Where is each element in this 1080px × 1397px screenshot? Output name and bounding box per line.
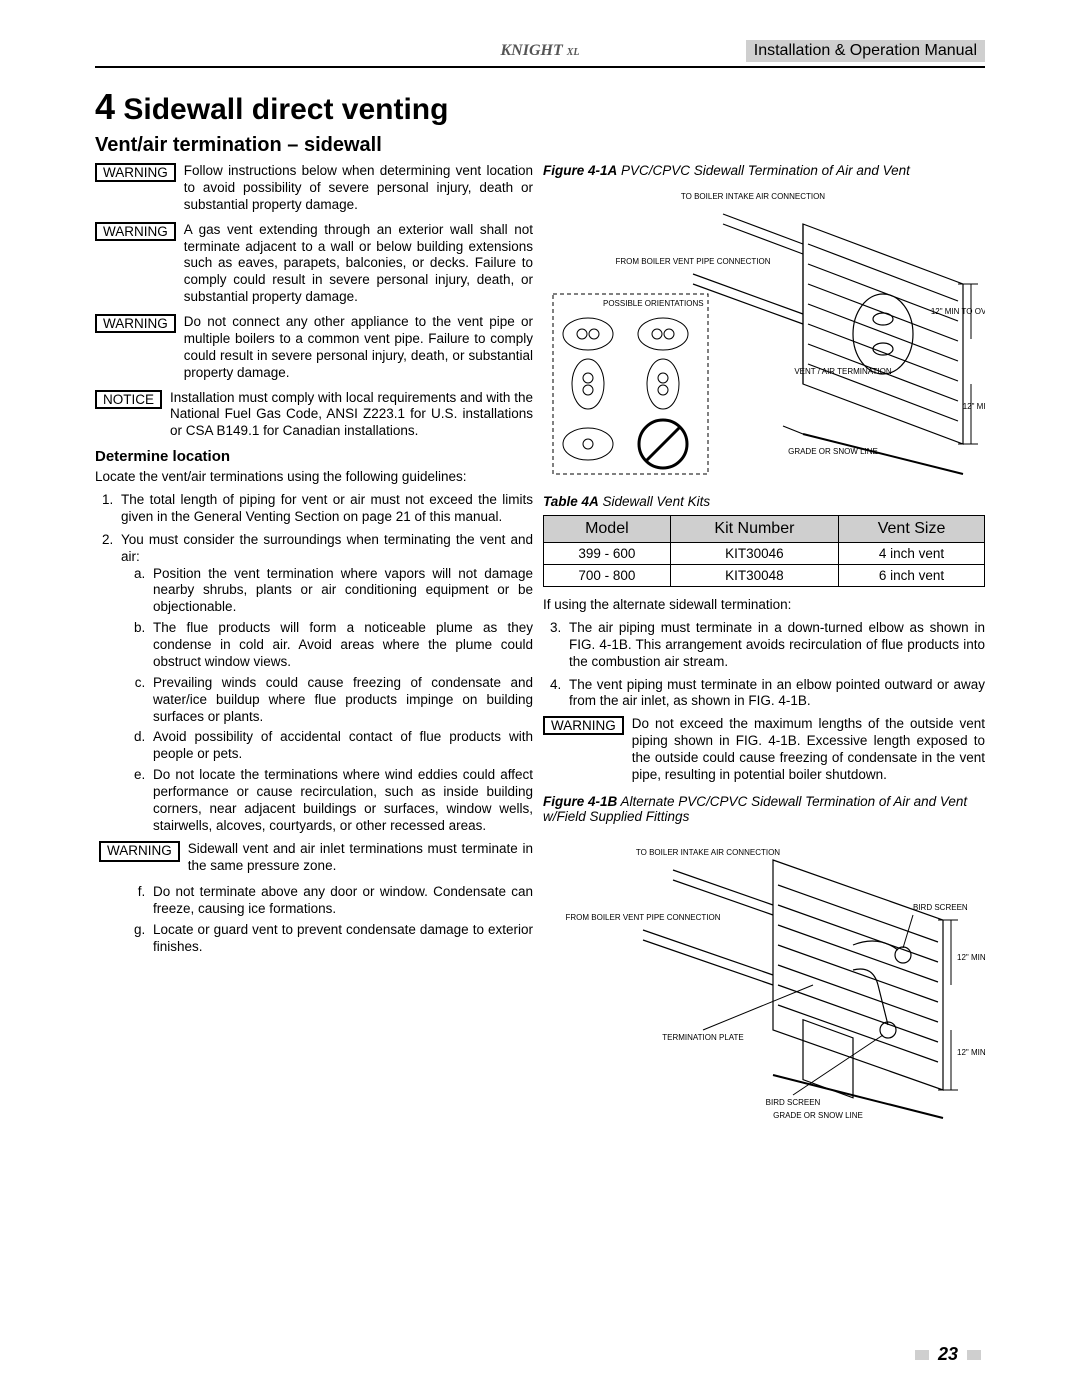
header-bar: KNIGHT XL Installation & Operation Manua… (95, 40, 985, 68)
list-item: Do not terminate above any door or windo… (149, 884, 533, 918)
page-number: 23 (911, 1344, 985, 1365)
sidewall-vent-kits-table: Model Kit Number Vent Size 399 - 600 KIT… (543, 515, 985, 587)
td-model: 399 - 600 (544, 543, 671, 565)
lbl-12min-over: 12" MIN TO OVER-HANG (931, 307, 985, 316)
page-bar-icon (967, 1350, 981, 1360)
lbl-12min: 12" MIN (963, 402, 985, 411)
warning-label: WARNING (543, 716, 624, 735)
manual-title: Installation & Operation Manual (746, 40, 985, 62)
list-item: The air piping must terminate in a down-… (565, 620, 985, 671)
figure-4-1a-caption: Figure 4-1A PVC/CPVC Sidewall Terminatio… (543, 163, 985, 178)
lbl-term-plate: TERMINATION PLATE (662, 1033, 744, 1042)
logo-main: KNIGHT (500, 42, 562, 59)
lbl-grade: GRADE OR SNOW LINE (788, 447, 878, 456)
td-size: 6 inch vent (839, 565, 985, 587)
th-kit: Kit Number (670, 516, 838, 543)
warning-1-text: Follow instructions below when determini… (184, 163, 533, 214)
lbl-12min-b: 12" MIN (957, 1048, 985, 1057)
lbl-from-boiler: FROM BOILER VENT PIPE CONNECTION (616, 257, 771, 266)
list-item: The total length of piping for vent or a… (117, 492, 533, 526)
determine-location-title: Determine location (95, 448, 533, 465)
warning-label: WARNING (95, 314, 176, 333)
table-row: 399 - 600 KIT30046 4 inch vent (544, 543, 985, 565)
th-size: Vent Size (839, 516, 985, 543)
td-model: 700 - 800 (544, 565, 671, 587)
page-bar-icon (915, 1350, 929, 1360)
list-item: Prevailing winds could cause freezing of… (149, 675, 533, 726)
list-item: Locate or guard vent to prevent condensa… (149, 922, 533, 956)
table-row: 700 - 800 KIT30048 6 inch vent (544, 565, 985, 587)
inner-list: Position the vent termination where vapo… (121, 566, 533, 835)
lbl-bird-screen-top: BIRD SCREEN (913, 903, 968, 912)
li2-text: You must consider the surroundings when … (121, 532, 533, 564)
figure-4-1a-diagram: TO BOILER INTAKE AIR CONNECTION FROM BOI… (543, 184, 985, 484)
lbl-to-boiler: TO BOILER INTAKE AIR CONNECTION (681, 192, 825, 201)
lbl-vent-term: VENT / AIR TERMINATION (794, 367, 892, 376)
warning-label: WARNING (99, 841, 180, 862)
alt-list: The air piping must terminate in a down-… (543, 620, 985, 710)
list-item: Do not locate the terminations where win… (149, 767, 533, 835)
brand-logo: KNIGHT XL (500, 42, 579, 60)
notice-1-text: Installation must comply with local requ… (170, 390, 533, 441)
warning-label: WARNING (95, 222, 176, 241)
table-4a-caption: Table 4A Sidewall Vent Kits (543, 494, 985, 509)
list-item: The vent piping must terminate in an elb… (565, 677, 985, 711)
alt-intro: If using the alternate sidewall terminat… (543, 597, 985, 614)
figure-4-1b-caption: Figure 4-1B Alternate PVC/CPVC Sidewall … (543, 794, 985, 824)
lbl-grade-b: GRADE OR SNOW LINE (773, 1111, 863, 1120)
lbl-possible-orient: POSSIBLE ORIENTATIONS (603, 299, 704, 308)
fig-1a-bold: Figure 4-1A (543, 163, 617, 178)
table-4a-bold: Table 4A (543, 494, 599, 509)
figure-4-1b-diagram: TO BOILER INTAKE AIR CONNECTION FROM BOI… (543, 830, 985, 1120)
lbl-bird-screen-bot: BIRD SCREEN (766, 1098, 821, 1107)
fig-1a-rest: PVC/CPVC Sidewall Termination of Air and… (617, 163, 910, 178)
th-model: Model (544, 516, 671, 543)
notice-label: NOTICE (95, 390, 162, 409)
warning-5-text: Do not exceed the maximum lengths of the… (632, 716, 985, 784)
right-column: Figure 4-1A PVC/CPVC Sidewall Terminatio… (543, 163, 985, 1120)
logo-sub: XL (567, 47, 580, 58)
lbl-from-boiler-b: FROM BOILER VENT PIPE CONNECTION (566, 913, 721, 922)
warning-4-text: Sidewall vent and air inlet terminations… (188, 841, 533, 875)
td-kit: KIT30046 (670, 543, 838, 565)
guidelines-list: The total length of piping for vent or a… (95, 492, 533, 956)
td-size: 4 inch vent (839, 543, 985, 565)
list-item: The flue products will form a noticeable… (149, 620, 533, 671)
chapter-text: Sidewall direct venting (123, 93, 448, 126)
fig-1b-bold: Figure 4-1B (543, 794, 617, 809)
lbl-12-15: 12" MIN 15" MAX (957, 953, 985, 962)
lbl-to-boiler-b: TO BOILER INTAKE AIR CONNECTION (636, 848, 780, 857)
chapter-title: 4 Sidewall direct venting (95, 86, 985, 128)
warning-2-text: A gas vent extending through an exterior… (184, 222, 533, 306)
list-item: Position the vent termination where vapo… (149, 566, 533, 617)
table-4a-rest: Sidewall Vent Kits (599, 494, 710, 509)
page-number-value: 23 (938, 1344, 958, 1364)
inner-list-cont: Do not terminate above any door or windo… (121, 884, 533, 956)
warning-label: WARNING (95, 163, 176, 182)
list-item: You must consider the surroundings when … (117, 532, 533, 956)
left-column: WARNING Follow instructions below when d… (95, 163, 543, 1120)
chapter-number: 4 (95, 86, 115, 127)
td-kit: KIT30048 (670, 565, 838, 587)
warning-3-text: Do not connect any other appliance to th… (184, 314, 533, 382)
list-item: Avoid possibility of accidental contact … (149, 729, 533, 763)
guidelines-intro: Locate the vent/air terminations using t… (95, 469, 533, 486)
section-title: Vent/air termination – sidewall (95, 134, 985, 157)
